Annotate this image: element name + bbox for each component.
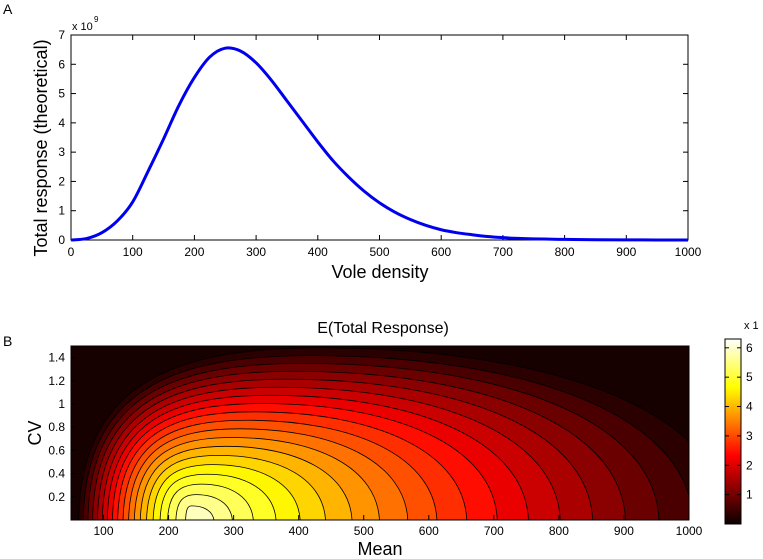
panel-a-xtick-label: 300 [246, 245, 266, 259]
panel-a-xlabel: Vole density [331, 262, 428, 282]
panel-a-ytick-label: 1 [58, 204, 65, 218]
panel-b-ytick-label: 1.4 [48, 351, 65, 365]
colorbar: x 1 1 2 3 4 5 6 [724, 320, 759, 525]
panel-b-ytick-label: 0.8 [48, 420, 65, 434]
panel-a-ytick-label: 6 [58, 57, 65, 71]
panel-b-xtick-label: 600 [419, 524, 439, 538]
panel-a-ytick-label: 3 [58, 145, 65, 159]
panel-a-ytick-label: 5 [58, 87, 65, 101]
panel-b-contour-level [185, 505, 215, 520]
panel-a-xtick-label: 900 [616, 245, 636, 259]
colorbar-tick-label: 1 [746, 488, 753, 502]
panel-a-plot: 0 100 200 300 400 500 600 700 800 900 1000 0 1 2 3 4 5 6 7 [58, 28, 701, 259]
panel-b-xtick-label: 500 [354, 524, 374, 538]
panel-b-xtick-label: 100 [94, 524, 114, 538]
panel-b-contour-plot: 100 200 300 400 500 600 700 800 900 1000 0.2 0.4 0.6… [48, 345, 703, 538]
panel-a-ytick-label: 4 [58, 116, 65, 130]
panel-a-label: A [3, 1, 13, 17]
panel-b-xtick-label: 800 [549, 524, 569, 538]
panel-a-ytick-label: 2 [58, 174, 65, 188]
panel-a-series-line [70, 46, 689, 242]
panel-b-xtick-label: 700 [484, 524, 504, 538]
panel-b-contours [78, 347, 689, 520]
panel-b-title: E(Total Response) [317, 320, 449, 337]
colorbar-tick-label: 5 [746, 370, 753, 384]
panel-a-xtick-label: 400 [308, 245, 328, 259]
panel-a-xtick-label: 1000 [675, 245, 702, 259]
panel-b-ytick-label: 0.2 [48, 490, 65, 504]
panel-b-xtick-label: 1000 [676, 524, 703, 538]
panel-b-ytick-label: 0.4 [48, 467, 65, 481]
panel-a-ytick-label: 7 [58, 28, 65, 42]
colorbar-tick-label: 6 [746, 341, 753, 355]
panel-b-xlabel: Mean [357, 539, 402, 559]
panel-a-xtick-label: 600 [431, 245, 451, 259]
panel-a-ylabel: Total response (theoretical) [31, 39, 51, 256]
panel-b-ytick-label: 0.6 [48, 443, 65, 457]
panel-a-xtick-label: 800 [555, 245, 575, 259]
panel-a-xtick-label: 200 [184, 245, 204, 259]
panel-a-xtick-label: 0 [68, 245, 75, 259]
colorbar-tick-label: 3 [746, 429, 753, 443]
panel-b-xtick-label: 300 [224, 524, 244, 538]
panel-a-ytick-label: 0 [58, 233, 65, 247]
colorbar-label: x 1 [744, 320, 759, 332]
panel-a-y-multiplier: x 10 [72, 21, 93, 33]
panel-a-xtick-label: 700 [493, 245, 513, 259]
colorbar-gradient [724, 338, 742, 525]
panel-b-xtick-label: 200 [159, 524, 179, 538]
panel-b-ylabel: CV [25, 420, 45, 445]
panel-b-ytick-label: 1.2 [48, 374, 65, 388]
colorbar-tick-label: 4 [746, 400, 753, 414]
panel-a-axes-box [70, 34, 689, 241]
panel-b-label: B [3, 333, 12, 349]
panel-b-xtick-label: 900 [614, 524, 634, 538]
panel-a-xtick-label: 100 [123, 245, 143, 259]
panel-b-axes-box [70, 345, 690, 521]
panel-a-y-multiplier-exp: 9 [94, 15, 99, 24]
panel-a-xtick-label: 500 [369, 245, 389, 259]
panel-b-xtick-label: 400 [289, 524, 309, 538]
colorbar-tick-label: 2 [746, 458, 753, 472]
panel-b-ytick-label: 1 [58, 397, 65, 411]
